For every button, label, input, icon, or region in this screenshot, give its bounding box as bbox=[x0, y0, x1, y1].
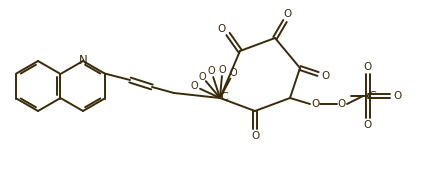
Text: N: N bbox=[79, 55, 87, 68]
Text: O: O bbox=[207, 66, 215, 76]
Text: O: O bbox=[311, 99, 319, 109]
Text: O: O bbox=[191, 81, 198, 91]
Text: O: O bbox=[393, 91, 401, 101]
Text: O: O bbox=[338, 99, 346, 109]
Text: O: O bbox=[219, 65, 226, 75]
Text: O: O bbox=[251, 131, 259, 141]
Text: O: O bbox=[364, 62, 372, 72]
Text: O: O bbox=[283, 9, 291, 19]
Text: O: O bbox=[198, 72, 206, 81]
Text: O: O bbox=[217, 24, 225, 34]
Text: O: O bbox=[229, 68, 237, 78]
Text: C: C bbox=[368, 91, 376, 101]
Text: O: O bbox=[364, 120, 372, 130]
Text: C: C bbox=[220, 92, 228, 102]
Text: O: O bbox=[321, 71, 329, 81]
